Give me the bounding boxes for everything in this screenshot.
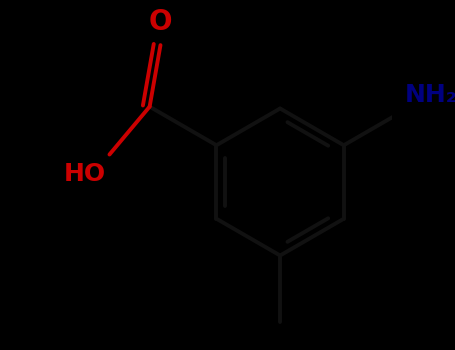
Text: NH₂: NH₂ — [404, 83, 455, 107]
Text: HO: HO — [64, 161, 106, 186]
Text: O: O — [149, 8, 172, 36]
